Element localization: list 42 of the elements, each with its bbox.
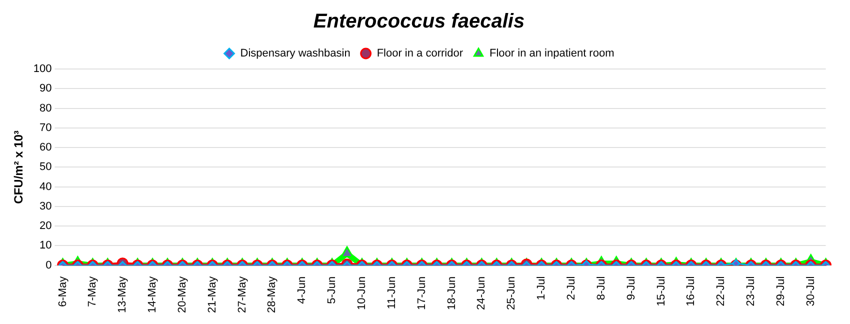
x-tick-label: 15-Jul [655,276,668,306]
x-tick-label: 25-Jun [506,276,518,310]
y-tick-label: 0 [46,259,52,272]
x-tick-label: 23-Jul [745,276,758,306]
y-tick-label: 50 [40,161,52,174]
x-tick-label: 16-Jul [685,276,698,306]
x-tick-label: 10-Jun [356,276,368,310]
x-tick-label: 18-Jun [446,276,458,310]
x-tick-label: 11-Jun [386,276,398,310]
x-tick-label: 9-Jul [625,276,638,300]
x-tick-label: 8-Jul [595,276,608,300]
x-tick-label: 20-May [176,276,188,314]
x-tick-label: 6-May [56,276,69,307]
x-tick-label: 21-May [206,276,218,314]
x-tick-label: 22-Jul [715,276,728,306]
x-tick-label: 28-May [266,276,278,314]
x-tick-label: 17-Jun [416,276,428,310]
x-tick-label: 2-Jul [565,276,578,300]
y-tick-label: 100 [33,63,52,76]
x-tick-label: 30-Jul [804,276,817,306]
legend-label: Dispensary washbasin [240,48,350,60]
legend-label: Floor in an inpatient room [490,48,614,60]
x-tick-label: 14-May [146,276,159,314]
y-tick-label: 70 [40,122,52,134]
x-tick-label: 5-Jun [326,276,338,304]
x-tick-label: 1-Jul [536,276,548,300]
y-tick-label: 30 [40,200,52,212]
y-axis-title: CFU/m² x 10³ [12,130,26,204]
y-tick-label: 10 [40,240,52,252]
y-tick-label: 90 [40,82,52,95]
x-tick-label: 13-May [116,276,129,314]
x-tick-label: 29-Jul [774,276,787,306]
y-tick-label: 80 [40,102,52,114]
legend-label: Floor in a corridor [376,48,464,60]
x-tick-label: 7-May [86,276,99,307]
chart-title: Enterococcus faecalis [313,10,525,33]
x-tick-label: 4-Jun [296,276,308,304]
y-tick-label: 40 [40,180,52,193]
y-tick-label: 60 [40,142,52,154]
x-tick-label: 27-May [236,276,248,314]
y-tick-label: 20 [40,220,52,232]
x-tick-label: 24-Jun [476,276,488,310]
